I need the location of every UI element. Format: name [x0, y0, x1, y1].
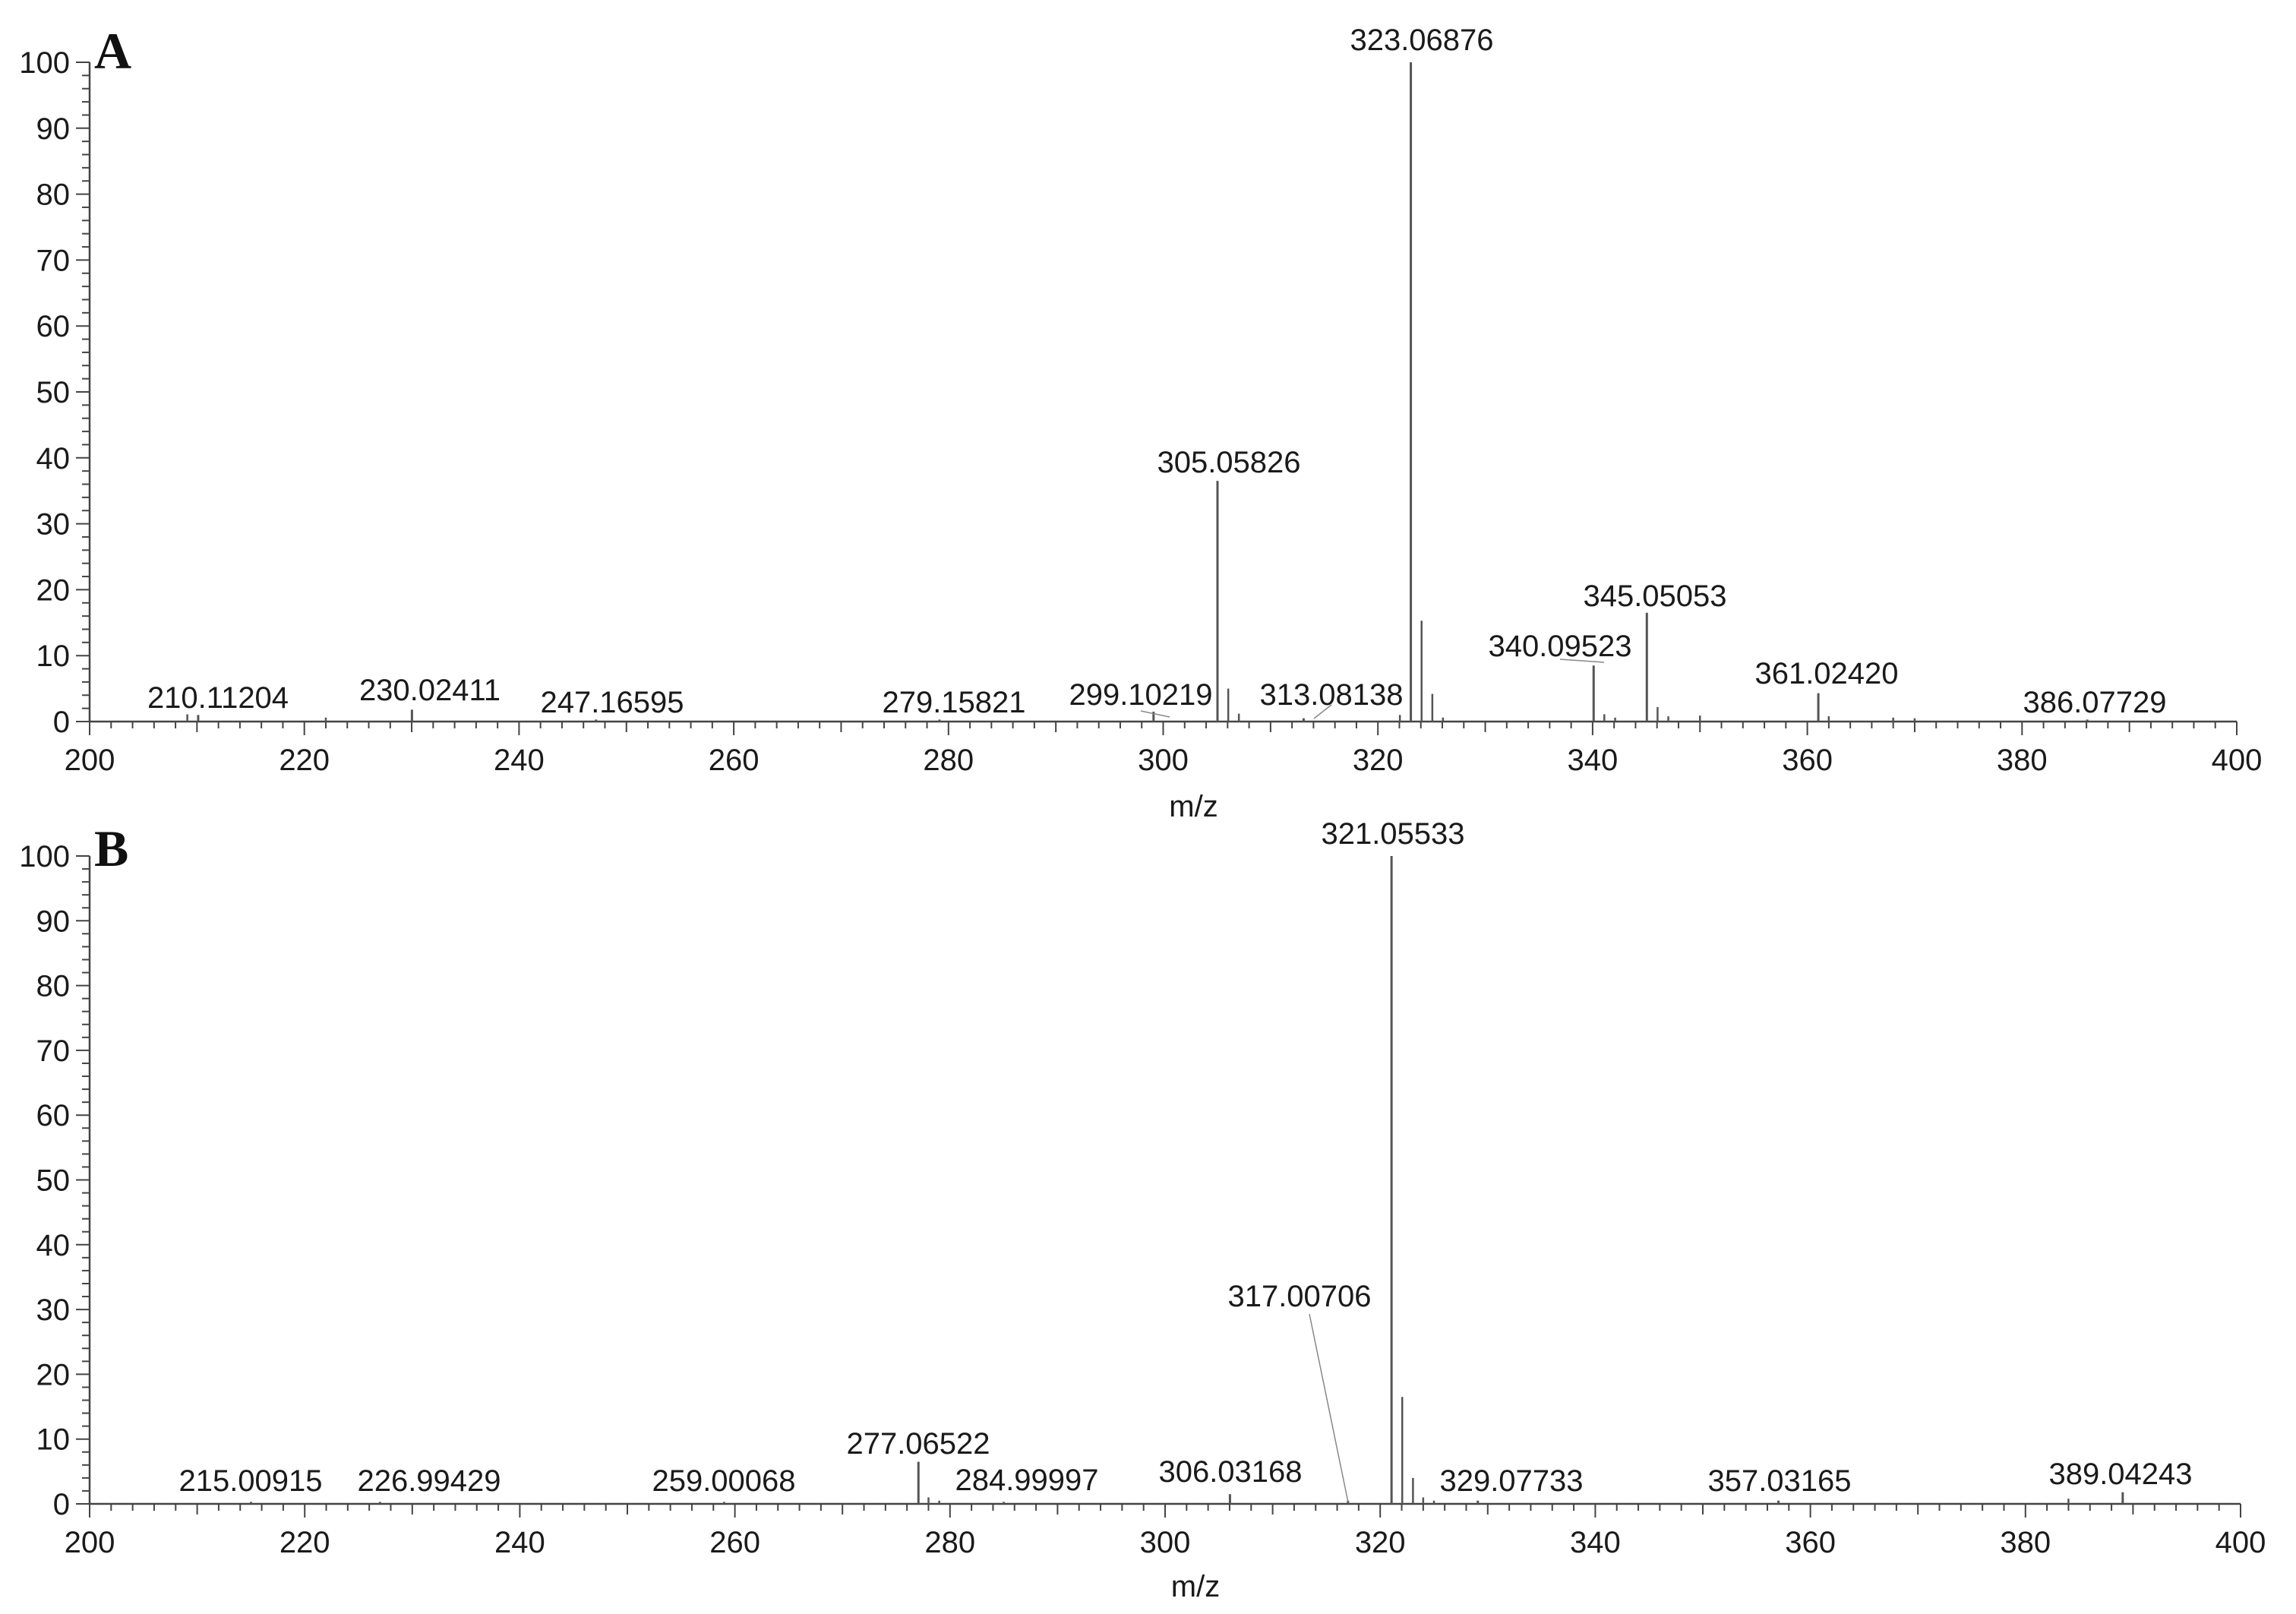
y-tick-label: 90: [36, 905, 71, 938]
x-axis-title: m/z: [1171, 1570, 1220, 1603]
panel-letter: A: [94, 22, 131, 80]
peak-label: 389.04243: [2048, 1458, 2192, 1491]
x-tick-label: 320: [1353, 744, 1404, 777]
x-tick-label: 380: [1997, 744, 2048, 777]
peak-label: 259.00068: [652, 1464, 795, 1498]
peak-label: 313.08138: [1259, 678, 1403, 712]
peak-label: 386.07729: [2023, 686, 2166, 719]
peak-label-leader: [1559, 659, 1605, 663]
peak-label: 357.03165: [1707, 1464, 1851, 1498]
x-tick-label: 200: [65, 1526, 115, 1559]
x-tick-label: 380: [2000, 1526, 2051, 1559]
peak-label: 210.11204: [147, 681, 289, 715]
y-tick-label: 20: [36, 573, 71, 607]
peak-label: 340.09523: [1488, 630, 1631, 663]
peak-label: 284.99997: [955, 1464, 1098, 1497]
peak-label: 317.00706: [1227, 1280, 1371, 1313]
y-tick-label: 50: [36, 1164, 71, 1198]
y-tick-label: 80: [36, 970, 71, 1003]
x-tick-label: 400: [2212, 744, 2263, 777]
x-tick-label: 220: [279, 1526, 330, 1559]
y-tick-label: 30: [36, 508, 71, 542]
peak-label: 299.10219: [1069, 678, 1212, 712]
y-tick-label: 40: [36, 442, 71, 475]
spectrum-panel-a: 0 10 20 30 40 50 60 70 80 90 100 200 220 240 260 280 300…: [19, 22, 2262, 823]
x-axis-title: m/z: [1169, 790, 1217, 823]
x-tick-label: 340: [1568, 744, 1619, 777]
y-tick-label: 60: [36, 1099, 71, 1132]
x-tick-label: 320: [1355, 1526, 1406, 1559]
peak-label: 215.00915: [178, 1464, 322, 1498]
x-tick-label: 260: [709, 1526, 760, 1559]
x-tick-label: 400: [2215, 1526, 2266, 1559]
x-tick-label: 360: [1782, 744, 1833, 777]
peak-label: 230.02411: [359, 674, 501, 707]
peak-label: 321.05533: [1321, 817, 1464, 851]
x-tick-label: 240: [494, 1526, 545, 1559]
x-tick-label: 300: [1140, 1526, 1191, 1559]
x-tick-label: 280: [923, 744, 974, 777]
y-tick-label: 100: [19, 840, 70, 873]
y-tick-label: 60: [36, 310, 71, 343]
y-tick-label: 10: [36, 640, 71, 673]
peak-label: 323.06876: [1350, 24, 1493, 57]
x-tick-label: 360: [1785, 1526, 1836, 1559]
peak-label: 247.16595: [540, 686, 684, 719]
peak-label-leader: [1313, 704, 1332, 719]
x-tick-label: 300: [1138, 744, 1189, 777]
peak-label-leader: [1140, 710, 1170, 718]
y-tick-label: 80: [36, 178, 71, 212]
y-tick-label: 70: [36, 244, 71, 277]
spectrum-panel-b: 0 10 20 30 40 50 60 70 80 90 100 200 220 240 260 280 300…: [19, 817, 2266, 1603]
peak-label: 329.07733: [1439, 1464, 1583, 1498]
peak-label: 361.02420: [1754, 657, 1898, 690]
y-tick-label: 0: [53, 706, 70, 739]
y-tick-label: 50: [36, 376, 71, 409]
panel-letter: B: [94, 820, 128, 877]
x-tick-label: 260: [709, 744, 760, 777]
peak-label: 279.15821: [882, 686, 1025, 719]
y-tick-label: 10: [36, 1423, 71, 1457]
y-tick-label: 40: [36, 1229, 71, 1262]
x-tick-label: 200: [65, 744, 115, 777]
x-tick-label: 220: [279, 744, 330, 777]
peak-label: 305.05826: [1157, 446, 1300, 479]
x-tick-label: 280: [924, 1526, 975, 1559]
peak-label: 306.03168: [1158, 1455, 1302, 1489]
peak-label: 345.05053: [1583, 580, 1726, 613]
y-tick-label: 70: [36, 1034, 71, 1068]
y-tick-label: 30: [36, 1293, 71, 1327]
y-tick-label: 90: [36, 112, 71, 146]
y-tick-label: 20: [36, 1358, 71, 1391]
peak-label: 277.06522: [846, 1427, 990, 1461]
peak-label-leader: [1309, 1313, 1349, 1503]
y-tick-label: 0: [53, 1488, 70, 1521]
peak-label: 226.99429: [357, 1464, 501, 1498]
x-tick-label: 240: [494, 744, 545, 777]
x-tick-label: 340: [1570, 1526, 1621, 1559]
y-tick-label: 100: [19, 46, 70, 80]
